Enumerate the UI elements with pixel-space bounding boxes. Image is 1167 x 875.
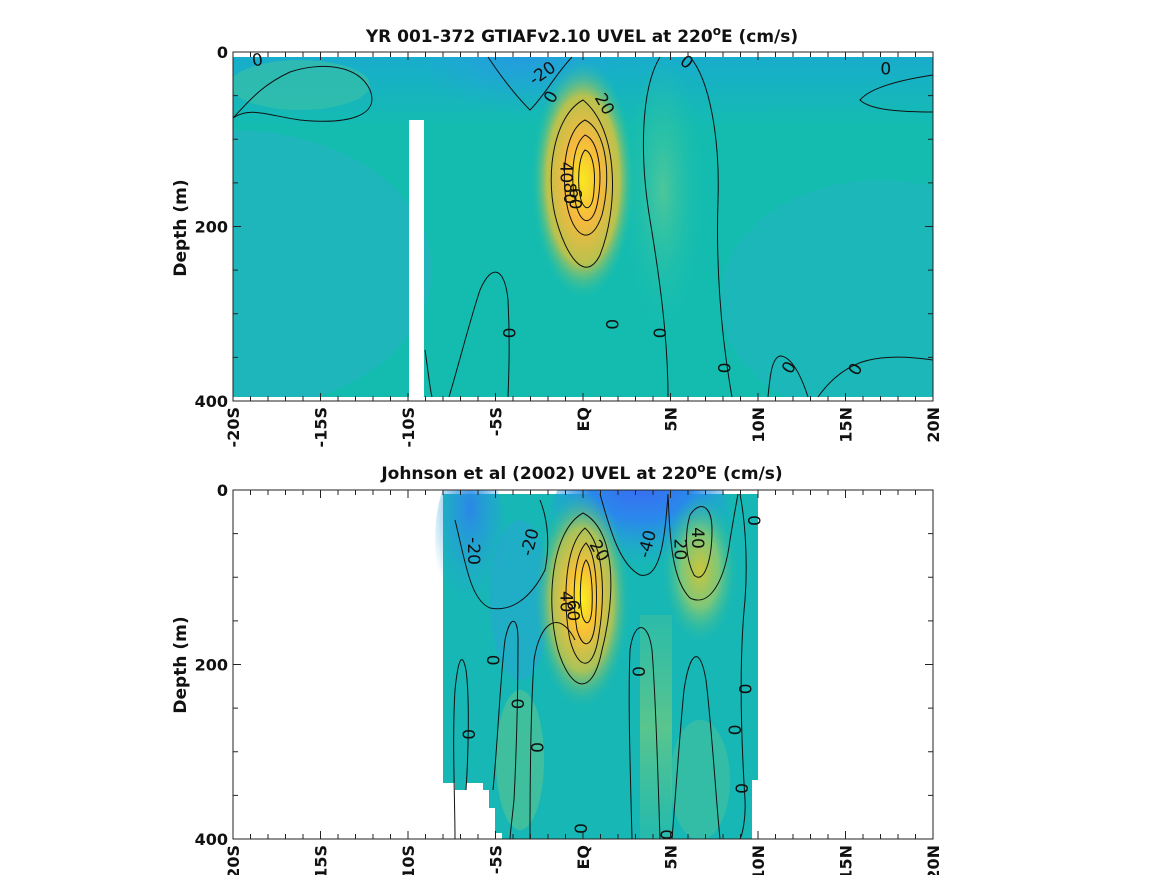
x-tick-label: -15S (312, 845, 331, 875)
contour-label: 0 (526, 742, 546, 753)
contour-label: 80 (559, 183, 579, 205)
bottom-panel-ticks (232, 489, 934, 840)
x-tick-label: -20S (224, 845, 243, 875)
contour-label: 0 (724, 725, 744, 736)
contour-label: 0 (743, 515, 763, 526)
contour-label: 0 (655, 829, 675, 840)
y-tick-label: 400 (195, 392, 228, 411)
contour-label: 0 (731, 783, 751, 794)
bottom-panel-title: Johnson et al (2002) UVEL at 220oE (cm/s… (380, 461, 782, 484)
contour-label: 0 (498, 328, 518, 339)
x-tick-label: -5S (487, 407, 506, 436)
top-panel-ylabel: Depth (m) (171, 179, 191, 276)
x-tick-label: EQ (574, 845, 593, 870)
top-panel-contours (232, 56, 934, 398)
contour-label: -20 (463, 537, 483, 565)
top-panel-ticks (232, 51, 934, 402)
top-panel-title: YR 001-372 GTIAFv2.10 UVEL at 220oE (cm/… (365, 24, 798, 47)
bottom-panel-ylabel: Depth (m) (171, 616, 191, 713)
x-tick-label: EQ (574, 407, 593, 432)
contour-label: 0 (251, 50, 265, 71)
bottom-panel-contours (453, 493, 747, 840)
x-tick-label: 5N (662, 407, 681, 432)
x-tick-label: -10S (399, 845, 418, 875)
contour-label: 0 (458, 729, 478, 740)
y-tick-label: 200 (195, 218, 228, 237)
x-tick-label: -15S (312, 407, 331, 447)
contour-label: 40 (556, 591, 576, 613)
x-tick-label: 15N (837, 407, 856, 443)
contour-label: 40 (556, 162, 576, 184)
bottom-panel-field (435, 490, 758, 839)
x-tick-label: 10N (749, 845, 768, 875)
contour-label: 60 (563, 600, 583, 622)
top-panel: YR 001-372 GTIAFv2.10 UVEL at 220oE (cm/… (171, 24, 943, 447)
x-tick-label: 20N (924, 845, 943, 875)
x-tick-label: -10S (399, 407, 418, 447)
x-tick-label: -20S (224, 407, 243, 447)
x-tick-label: 20N (924, 407, 943, 443)
y-tick-label: 0 (217, 43, 228, 62)
contour-label: 20 (669, 539, 689, 561)
contour-label: 60 (564, 188, 584, 210)
x-tick-label: 10N (749, 407, 768, 443)
contour-label: 0 (648, 328, 668, 339)
contour-label: 0 (507, 698, 527, 709)
contour-label: 0 (713, 362, 733, 373)
contour-label: 40 (687, 527, 707, 549)
y-tick-label: 0 (217, 481, 228, 500)
contour-label: 0 (482, 655, 502, 666)
x-tick-label: 15N (837, 845, 856, 875)
y-tick-label: 200 (195, 656, 228, 675)
x-tick-label: -5S (487, 845, 506, 874)
x-tick-label: 5N (662, 845, 681, 870)
contour-label: 0 (601, 319, 621, 330)
contour-label: 0 (627, 666, 647, 677)
top-panel-field (233, 57, 933, 397)
contour-label: 0 (570, 823, 590, 834)
y-tick-label: 400 (195, 830, 228, 849)
bottom-panel: Johnson et al (2002) UVEL at 220oE (cm/s… (171, 461, 943, 875)
contour-label: 0 (734, 684, 754, 695)
contour-label: 0 (880, 59, 891, 79)
